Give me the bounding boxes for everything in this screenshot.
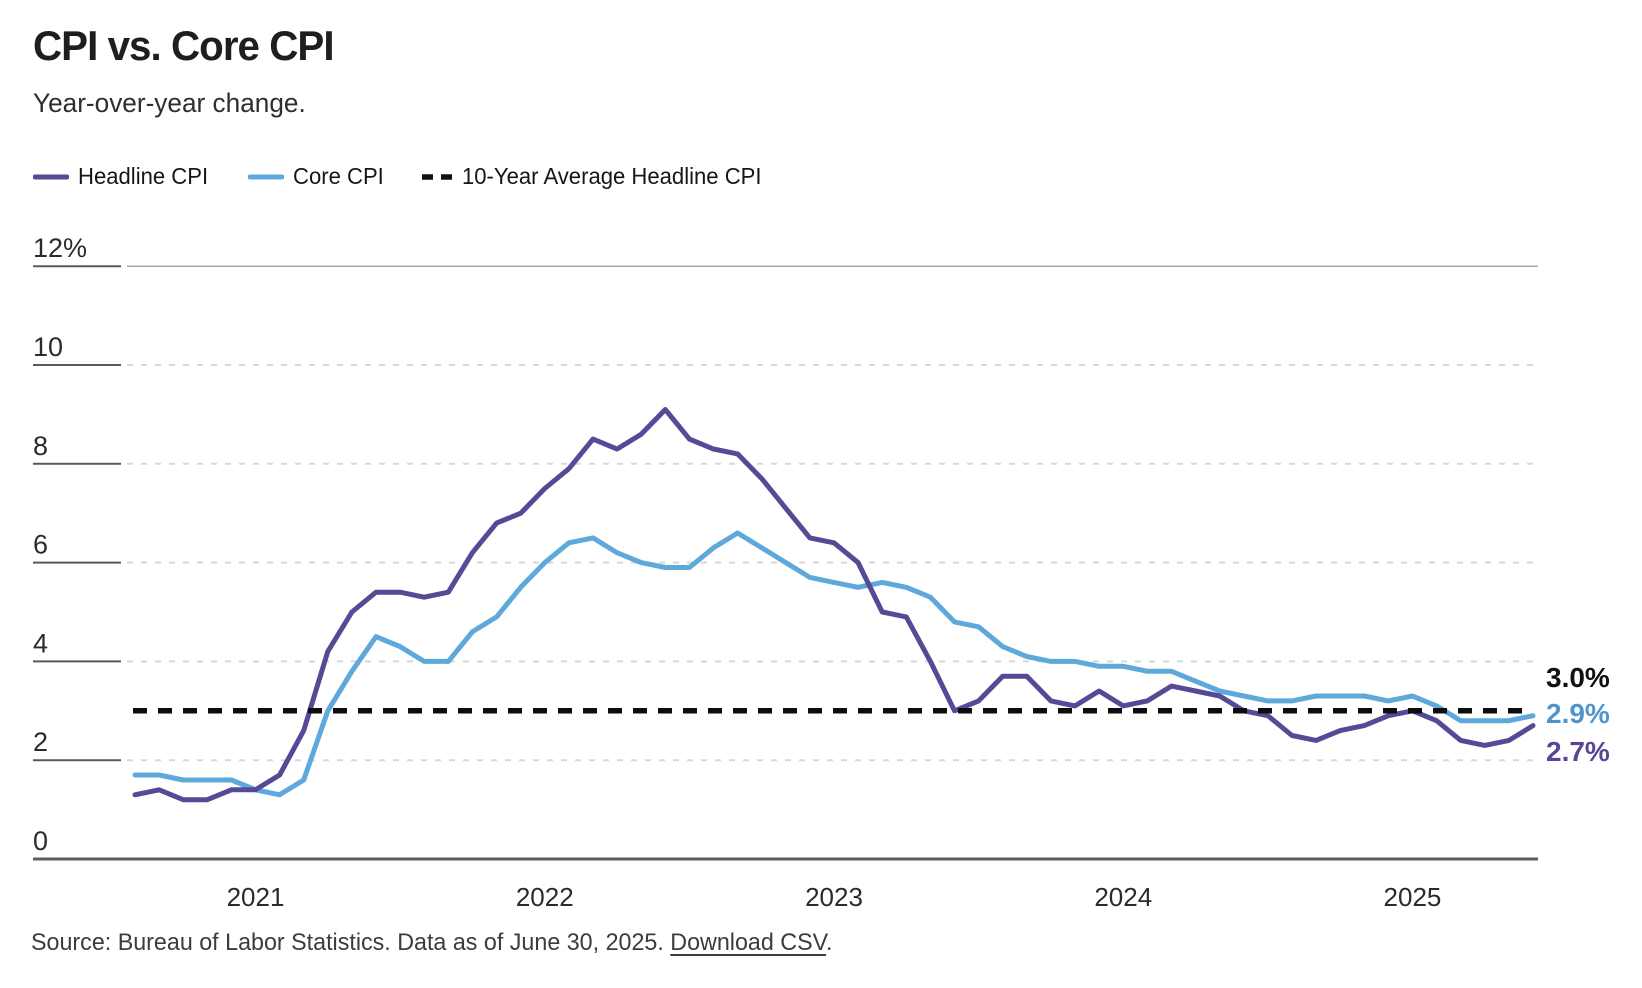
legend-item-10yr-average: 10-Year Average Headline CPI [421, 163, 774, 190]
y-axis-label: 2 [33, 727, 48, 757]
legend-label-core-cpi: Core CPI [292, 163, 384, 189]
y-axis-label: 10 [33, 332, 63, 362]
page-subtitle: Year-over-year change. [33, 88, 306, 118]
x-axis-label: 2025 [1384, 882, 1442, 912]
x-axis-label: 2022 [516, 882, 574, 912]
x-axis-label: 2023 [805, 882, 863, 912]
y-axis-label: 8 [33, 431, 48, 461]
source-text: Source: Bureau of Labor Statistics. Data… [31, 929, 671, 956]
end-label-27: 2.7% [1546, 736, 1610, 767]
source-note: Source: Bureau of Labor Statistics. Data… [31, 929, 832, 957]
page-title: CPI vs. Core CPI [33, 22, 335, 69]
y-axis-label: 6 [33, 530, 48, 560]
x-axis-label: 2024 [1094, 882, 1152, 912]
headline-line-swatch-icon [33, 174, 69, 179]
source-period: . [826, 929, 833, 956]
core-cpi-line [132, 530, 1536, 798]
end-label-30: 3.0% [1546, 662, 1610, 693]
legend: Headline CPI Core CPI 10-Year Average He… [33, 163, 774, 190]
dashed-line-swatch-icon [422, 173, 453, 180]
headline-cpi-line [132, 407, 1536, 803]
download-csv-link[interactable]: Download CSV [670, 929, 827, 956]
legend-label-headline-cpi: Headline CPI [78, 163, 209, 189]
core-line-swatch-icon [247, 174, 284, 179]
end-label-29: 2.9% [1546, 698, 1610, 729]
y-axis-label: 12% [33, 233, 87, 263]
y-axis-label: 4 [33, 628, 48, 658]
y-axis-label: 0 [33, 826, 48, 856]
legend-label-10yr-average: 10-Year Average Headline CPI [462, 163, 762, 189]
legend-item-headline-cpi: Headline CPI [33, 163, 214, 190]
x-axis-label: 2021 [227, 882, 285, 912]
legend-item-core-cpi: Core CPI [247, 163, 388, 190]
